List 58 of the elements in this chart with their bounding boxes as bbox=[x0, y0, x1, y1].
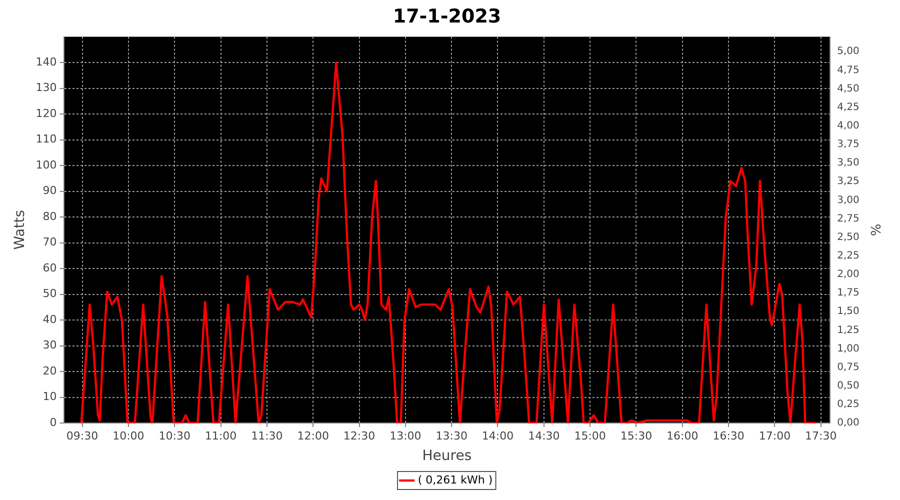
y2-tick-label: 0,75 bbox=[837, 362, 860, 373]
x-tick-label: 10:00 bbox=[112, 429, 144, 442]
x-tick-label: 14:00 bbox=[482, 429, 514, 442]
x-tick-label: 11:30 bbox=[251, 429, 283, 442]
y-tick-label: 140 bbox=[36, 55, 57, 68]
y-tick-label: 60 bbox=[42, 261, 57, 274]
y-tick-label: 30 bbox=[42, 338, 57, 352]
x-tick-label: 11:00 bbox=[204, 429, 237, 442]
y-tick-label: 10 bbox=[42, 390, 57, 404]
y-tick-label: 90 bbox=[42, 184, 57, 198]
y2-axis-title: % bbox=[866, 224, 882, 236]
y-tick-label: 130 bbox=[36, 81, 57, 94]
chart-title: 17-1-2023 bbox=[392, 5, 502, 28]
x-tick-label: 13:30 bbox=[436, 429, 468, 442]
y2-tick-label: 2,00 bbox=[837, 269, 860, 280]
legend-label: ( 0,261 kWh ) bbox=[418, 473, 493, 486]
y2-tick-label: 3,50 bbox=[837, 158, 860, 169]
y-tick-label: 70 bbox=[42, 236, 57, 249]
y2-tick-label: 2,50 bbox=[837, 232, 860, 243]
x-tick-label: 12:00 bbox=[297, 429, 329, 442]
y2-tick-label: 4,50 bbox=[837, 83, 860, 94]
y2-tick-label: 1,00 bbox=[837, 343, 860, 354]
y2-tick-label: 1,50 bbox=[837, 306, 860, 318]
x-tick-label: 10:30 bbox=[158, 429, 190, 442]
y2-tick-label: 4,00 bbox=[837, 120, 860, 132]
x-tick-label: 15:00 bbox=[574, 429, 606, 442]
x-tick-label: 17:30 bbox=[805, 429, 837, 442]
x-tick-label: 12:30 bbox=[343, 429, 376, 442]
y2-tick-label: 5,00 bbox=[837, 46, 860, 58]
y2-tick-label: 3,75 bbox=[837, 139, 860, 150]
y-tick-label: 80 bbox=[42, 210, 57, 223]
y2-tick-label: 0,25 bbox=[837, 399, 860, 410]
x-tick-label: 14:30 bbox=[528, 429, 560, 442]
x-tick-label: 16:30 bbox=[712, 429, 744, 442]
y-tick-label: 40 bbox=[42, 312, 57, 326]
y2-tick-label: 0,50 bbox=[837, 380, 860, 392]
x-axis-title: Heures bbox=[422, 448, 472, 464]
y2-tick-label: 1,75 bbox=[837, 288, 860, 299]
y-tick-label: 50 bbox=[42, 287, 57, 300]
y2-tick-label: 4,75 bbox=[837, 64, 860, 76]
y-tick-label: 20 bbox=[42, 364, 57, 378]
y2-tick-label: 2,75 bbox=[837, 213, 860, 224]
y2-tick-label: 2,25 bbox=[837, 250, 860, 262]
x-tick-label: 09:30 bbox=[66, 429, 98, 442]
y-tick-label: 100 bbox=[36, 158, 57, 172]
x-tick-label: 13:00 bbox=[390, 429, 422, 442]
y-tick-label: 120 bbox=[36, 106, 57, 120]
y2-tick-label: 0,00 bbox=[837, 418, 860, 429]
y2-tick-label: 4,25 bbox=[837, 102, 860, 113]
y-tick-label: 110 bbox=[36, 132, 57, 146]
y-axis-title: Watts bbox=[12, 210, 28, 250]
y2-tick-label: 3,00 bbox=[837, 194, 860, 206]
y-tick-label: 0 bbox=[50, 416, 57, 429]
y2-tick-label: 1,25 bbox=[837, 324, 860, 336]
x-tick-label: 17:00 bbox=[758, 429, 791, 442]
y2-tick-label: 3,25 bbox=[837, 176, 860, 188]
x-tick-label: 15:30 bbox=[620, 429, 652, 442]
x-tick-label: 16:00 bbox=[666, 429, 698, 442]
